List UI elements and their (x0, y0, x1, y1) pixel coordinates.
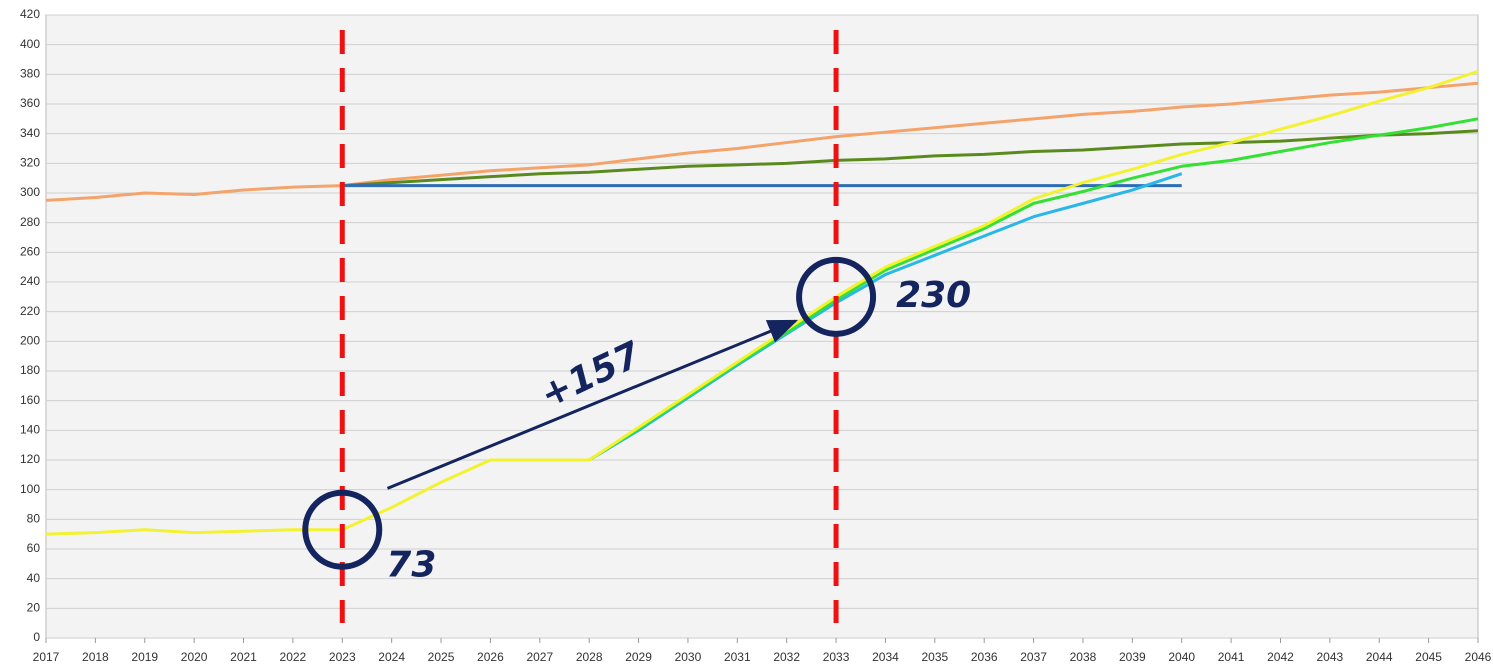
x-tick-label: 2042 (1267, 650, 1294, 664)
highlight-circle (796, 256, 877, 337)
x-tick-label: 2032 (773, 650, 800, 664)
y-tick-label: 320 (20, 156, 40, 170)
y-tick-label: 220 (20, 304, 40, 318)
x-tick-label: 2030 (675, 650, 702, 664)
x-tick-label: 2026 (477, 650, 504, 664)
y-tick-label: 360 (20, 96, 40, 110)
y-tick-label: 280 (20, 215, 40, 229)
series-line (45, 81, 1479, 202)
x-tick-label: 2020 (181, 650, 208, 664)
x-tick-label: 2046 (1465, 650, 1492, 664)
y-tick-label: 400 (20, 37, 40, 51)
x-tick-label: 2024 (378, 650, 405, 664)
y-tick-label: 20 (27, 601, 41, 615)
y-tick-label: 60 (27, 541, 41, 555)
x-tick-label: 2044 (1366, 650, 1393, 664)
plot-area (45, 14, 1479, 639)
y-tick-label: 240 (20, 274, 40, 288)
y-tick-label: 40 (27, 571, 41, 585)
y-tick-label: 160 (20, 393, 40, 407)
x-tick-label: 2036 (971, 650, 998, 664)
arrow (386, 319, 799, 490)
x-tick-label: 2029 (625, 650, 652, 664)
y-tick-label: 0 (33, 630, 40, 644)
x-tick-label: 2022 (280, 650, 307, 664)
series-line (342, 129, 1479, 188)
x-tick-label: 2038 (1070, 650, 1097, 664)
y-tick-label: 200 (20, 334, 40, 348)
x-tick-label: 2039 (1119, 650, 1146, 664)
x-tick-label: 2035 (921, 650, 948, 664)
y-tick-label: 260 (20, 245, 40, 259)
x-tick-label: 2028 (576, 650, 603, 664)
series-line (45, 69, 1479, 536)
x-tick-label: 2017 (33, 650, 60, 664)
y-tick-label: 340 (20, 126, 40, 140)
x-tick-label: 2018 (82, 650, 109, 664)
x-tick-label: 2043 (1317, 650, 1344, 664)
y-tick-label: 380 (20, 67, 40, 81)
annotation: 73 (386, 545, 436, 586)
x-tick-label: 2040 (1168, 650, 1195, 664)
x-tick-label: 2021 (230, 650, 257, 664)
x-tick-label: 2037 (1020, 650, 1047, 664)
y-tick-label: 420 (20, 7, 40, 21)
y-tick-label: 140 (20, 423, 40, 437)
y-tick-label: 100 (20, 482, 40, 496)
y-tick-label: 80 (27, 512, 41, 526)
y-tick-label: 180 (20, 363, 40, 377)
x-tick-label: 2019 (131, 650, 158, 664)
highlight-circle (302, 489, 383, 570)
x-tick-label: 2033 (823, 650, 850, 664)
x-tick-label: 2045 (1415, 650, 1442, 664)
x-tick-label: 2031 (724, 650, 751, 664)
x-tick-label: 2025 (428, 650, 455, 664)
y-tick-label: 120 (20, 452, 40, 466)
x-tick-label: 2023 (329, 650, 356, 664)
x-tick-label: 2034 (872, 650, 899, 664)
x-tick-label: 2041 (1218, 650, 1245, 664)
y-tick-label: 300 (20, 185, 40, 199)
annotation: 230 (896, 275, 971, 316)
x-tick-label: 2027 (526, 650, 553, 664)
